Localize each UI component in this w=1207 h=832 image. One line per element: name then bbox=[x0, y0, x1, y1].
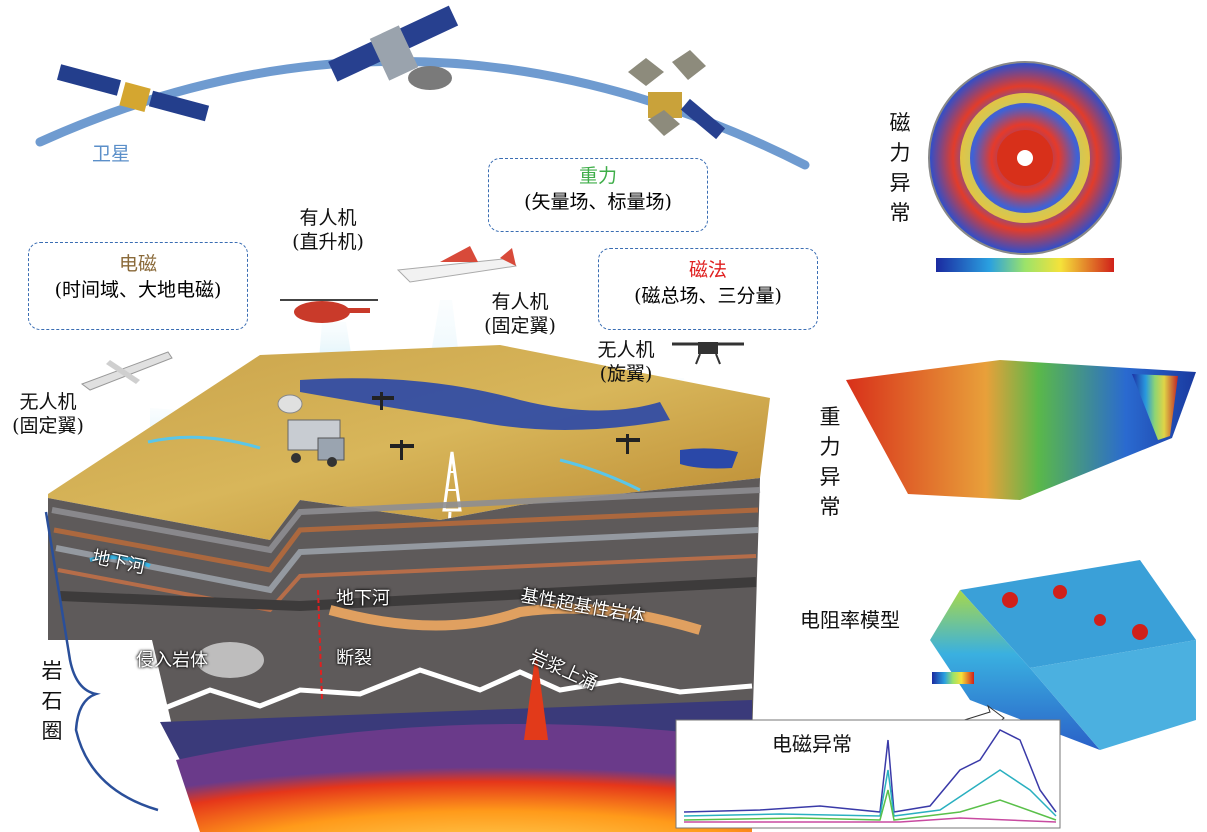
em-anomaly-chart bbox=[675, 719, 1061, 829]
gravity-method-subtitle: (矢量场、标量场) bbox=[524, 191, 672, 213]
fault-line bbox=[317, 589, 323, 701]
heli-label-line1: 有人机 bbox=[299, 207, 357, 229]
intrusive-body bbox=[196, 642, 264, 678]
oil-pump-icons bbox=[372, 392, 640, 460]
uav-rotor-label-line1: 无人机 bbox=[597, 339, 655, 361]
fixed-manned-label-line1: 有人机 bbox=[491, 291, 549, 313]
gravity-anomaly-label: 重力异常 bbox=[819, 405, 841, 519]
em-method-title: 电磁 bbox=[118, 253, 157, 275]
resistivity-colorbar bbox=[932, 672, 974, 684]
uav-rotor-label: 无人机 (旋翼) bbox=[584, 338, 668, 386]
magma-plume bbox=[524, 650, 548, 740]
ultrabasic-layer bbox=[328, 603, 702, 635]
magnetic-method-box: 磁法 (磁总场、三分量) bbox=[598, 248, 818, 330]
fault-label: 断裂 bbox=[336, 648, 372, 669]
surface-lake bbox=[300, 378, 670, 430]
satellite-label: 卫星 bbox=[92, 143, 131, 165]
satellite-icon-left bbox=[56, 64, 210, 122]
gravity-method-title: 重力 bbox=[578, 165, 617, 187]
magnetic-method-title: 磁法 bbox=[688, 259, 727, 281]
em-method-box: 电磁 (时间域、大地电磁) bbox=[28, 242, 248, 330]
em-method-subtitle: (时间域、大地电磁) bbox=[54, 279, 222, 301]
magnetic-colorbar bbox=[936, 258, 1114, 272]
underground-river-label-2: 地下河 bbox=[336, 588, 390, 609]
uav-fixed-wing-icon bbox=[80, 351, 173, 391]
uav-fixed-label-line1: 无人机 bbox=[19, 391, 77, 413]
resistivity-model-label: 电阻率模型 bbox=[800, 608, 900, 632]
surface-terrain bbox=[48, 345, 770, 540]
survey-truck-icon bbox=[277, 394, 345, 467]
lithosphere-brace bbox=[44, 511, 159, 812]
satellite-icon-right bbox=[628, 50, 726, 140]
uav-rotor-icon bbox=[672, 342, 744, 365]
uav-rotor-label-line2: (旋翼) bbox=[599, 363, 653, 385]
magnetic-anomaly-label: 磁力异常 bbox=[889, 111, 911, 225]
fixed-wing-plane-icon bbox=[396, 246, 517, 283]
heli-label: 有人机 (直升机) bbox=[286, 206, 370, 254]
fixed-manned-label: 有人机 (固定翼) bbox=[478, 290, 562, 338]
lithosphere-label: 岩石圈 bbox=[41, 659, 63, 743]
fixed-manned-label-line2: (固定翼) bbox=[484, 315, 556, 337]
satellite-icon-center bbox=[328, 5, 459, 90]
em-anomaly-label: 电磁异常 bbox=[772, 732, 852, 756]
uav-fixed-label: 无人机 (固定翼) bbox=[6, 390, 90, 438]
moho-line bbox=[159, 667, 753, 713]
heli-label-line2: (直升机) bbox=[292, 231, 364, 253]
gravity-method-box: 重力 (矢量场、标量场) bbox=[488, 158, 708, 232]
intrusive-body-label: 侵入岩体 bbox=[136, 650, 208, 671]
gravity-anomaly-map bbox=[846, 360, 1196, 500]
uav-fixed-label-line2: (固定翼) bbox=[12, 415, 84, 437]
helicopter-icon bbox=[280, 299, 378, 323]
mantle-core bbox=[176, 724, 752, 832]
magnetic-method-subtitle: (磁总场、三分量) bbox=[634, 285, 782, 307]
resistivity-model-block bbox=[930, 560, 1196, 750]
